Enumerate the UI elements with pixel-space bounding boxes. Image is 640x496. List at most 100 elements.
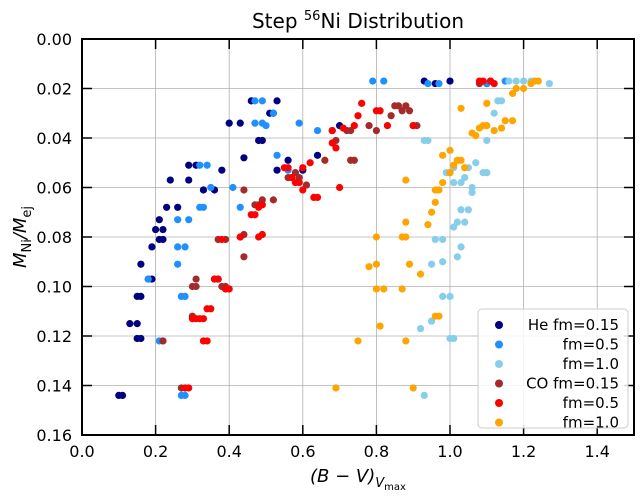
ticks (81, 38, 634, 436)
data-point (483, 99, 491, 107)
y-tick-label: 0.12 (36, 327, 72, 346)
data-point (163, 203, 171, 211)
data-point (251, 119, 259, 127)
data-point (152, 225, 160, 234)
series-2 (416, 77, 553, 399)
data-point (453, 218, 461, 226)
x-tick-label: 1.4 (584, 442, 609, 461)
legend-label: fm=0.5 (563, 336, 619, 354)
data-point (508, 117, 517, 125)
x-axis-label-subsub: max (384, 482, 406, 493)
x-tick-label: 0.4 (216, 442, 241, 461)
data-point (118, 391, 127, 399)
data-point (159, 337, 167, 345)
data-point (424, 79, 432, 88)
data-point (203, 337, 211, 345)
data-point (155, 216, 163, 224)
data-point (328, 139, 336, 147)
data-point (520, 77, 528, 85)
data-point (439, 258, 447, 266)
data-point (258, 97, 266, 105)
data-point (269, 196, 277, 204)
data-point (380, 77, 388, 85)
data-point (174, 216, 182, 224)
data-point (435, 312, 443, 320)
data-point (457, 104, 465, 112)
x-tick-label: 1.0 (437, 442, 462, 461)
data-point (137, 334, 145, 343)
data-point (350, 122, 358, 130)
y-axis-label-den-sub: ej (20, 206, 35, 218)
legend-label: fm=0.5 (563, 394, 619, 412)
data-point (497, 124, 506, 132)
data-point (214, 275, 222, 283)
y-tick-label: 0.06 (36, 179, 72, 198)
data-point (174, 243, 182, 251)
data-point (446, 292, 454, 300)
data-point (520, 84, 528, 93)
data-point (332, 144, 340, 152)
data-point (181, 243, 189, 251)
data-point (133, 320, 141, 328)
data-point (387, 112, 395, 120)
y-tick-label: 0.08 (36, 228, 72, 247)
data-point (435, 186, 443, 194)
data-point (450, 178, 458, 187)
data-point (313, 193, 322, 201)
data-point (185, 384, 193, 392)
data-point (534, 77, 542, 85)
data-point (472, 159, 480, 167)
data-point (203, 161, 211, 169)
data-point (402, 337, 410, 345)
data-point (258, 136, 266, 145)
data-point (464, 206, 472, 214)
data-point (255, 203, 263, 211)
data-point (435, 79, 443, 88)
data-point (431, 235, 439, 244)
y-tick-label: 0.16 (36, 426, 72, 445)
y-axis-label: MNi/Mej (10, 206, 35, 268)
data-point (218, 166, 226, 174)
data-point (372, 260, 380, 268)
y-axis-label-num: M (10, 252, 31, 268)
y-tick-label: 0.14 (36, 377, 72, 396)
data-point (483, 136, 491, 145)
data-point (369, 77, 377, 85)
x-tick-label: 0.6 (290, 442, 315, 461)
data-point (199, 186, 208, 194)
data-point (420, 391, 428, 399)
data-point (218, 235, 226, 244)
legend-marker (495, 379, 503, 388)
data-point (358, 99, 366, 107)
data-point (225, 119, 233, 127)
data-point (288, 174, 296, 182)
data-point (258, 196, 266, 204)
data-point (372, 285, 380, 293)
y-tick-label: 0.02 (36, 80, 72, 99)
data-point (196, 161, 204, 169)
data-point (354, 337, 362, 345)
data-point (468, 183, 476, 192)
data-point (402, 102, 410, 110)
data-point (424, 136, 432, 145)
legend-marker (495, 399, 503, 407)
data-point (479, 77, 487, 85)
plot-frame (81, 38, 635, 436)
chart-title-suffix: Ni Distribution (320, 9, 464, 33)
data-point (185, 216, 193, 224)
data-point (251, 211, 259, 219)
legend-label: CO fm=0.15 (526, 375, 619, 393)
legend-box (477, 308, 629, 429)
data-point (207, 183, 215, 192)
x-tick-label: 1.2 (511, 442, 536, 461)
data-point (302, 181, 311, 189)
data-point (439, 178, 447, 187)
data-point (284, 164, 292, 172)
data-point (405, 107, 414, 115)
data-point (291, 169, 300, 177)
data-point (402, 176, 410, 184)
data-point (192, 275, 200, 283)
data-point (439, 151, 447, 159)
legend-label: He fm=0.15 (528, 316, 619, 334)
